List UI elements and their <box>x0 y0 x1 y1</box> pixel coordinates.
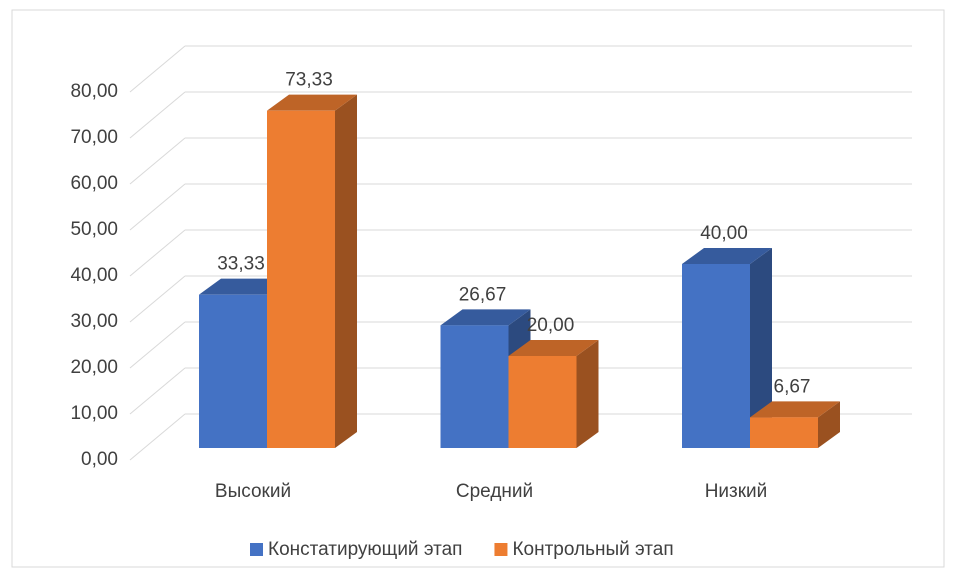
x-tick-label: Низкий <box>705 481 768 502</box>
grid-line-side <box>129 413 186 461</box>
y-tick-label: 60,00 <box>70 173 118 194</box>
bar <box>440 325 509 448</box>
bar-side <box>750 248 772 448</box>
bar-side <box>576 340 599 448</box>
bar-top <box>440 309 531 326</box>
y-tick-label: 10,00 <box>70 403 118 424</box>
bar-top <box>267 94 357 111</box>
bar <box>750 417 818 448</box>
grid-line-side <box>129 137 186 185</box>
y-tick-label: 80,00 <box>70 81 118 102</box>
grid-line-side <box>129 367 186 415</box>
data-label: 26,67 <box>459 284 507 305</box>
bar-side <box>818 401 840 448</box>
bar-side <box>335 94 357 448</box>
bar-top <box>750 401 840 418</box>
bar <box>508 356 577 448</box>
y-tick-label: 50,00 <box>70 219 118 240</box>
legend-label: Контрольный этап <box>512 539 673 560</box>
data-label: 73,33 <box>285 70 333 91</box>
legend-swatch <box>494 543 508 556</box>
bar <box>682 264 750 448</box>
chart-frame <box>11 9 945 568</box>
bar-top <box>682 248 772 264</box>
legend-swatch <box>250 543 263 556</box>
y-tick-label: 70,00 <box>70 127 118 148</box>
grid-line-side <box>129 229 186 277</box>
y-tick-label: 40,00 <box>70 265 118 286</box>
grid-line-side <box>129 275 186 323</box>
data-label: 6,67 <box>774 376 811 397</box>
grid-line-side <box>129 91 186 139</box>
bar <box>199 294 267 448</box>
x-tick-label: Высокий <box>215 481 291 502</box>
bar-top <box>199 278 289 295</box>
y-tick-label: 20,00 <box>70 357 118 378</box>
grid-line-side <box>129 45 186 93</box>
grid-line-side <box>129 183 186 231</box>
bar-top <box>508 340 599 356</box>
data-label: 20,00 <box>527 315 575 336</box>
grid-line-side <box>129 321 186 369</box>
bar <box>267 110 335 448</box>
data-label: 40,00 <box>700 223 748 244</box>
y-tick-label: 0,00 <box>81 449 118 470</box>
data-label: 33,33 <box>217 254 265 275</box>
y-tick-label: 30,00 <box>70 311 118 332</box>
legend-label: Констатирующий этап <box>268 539 462 560</box>
x-tick-label: Средний <box>456 481 533 502</box>
